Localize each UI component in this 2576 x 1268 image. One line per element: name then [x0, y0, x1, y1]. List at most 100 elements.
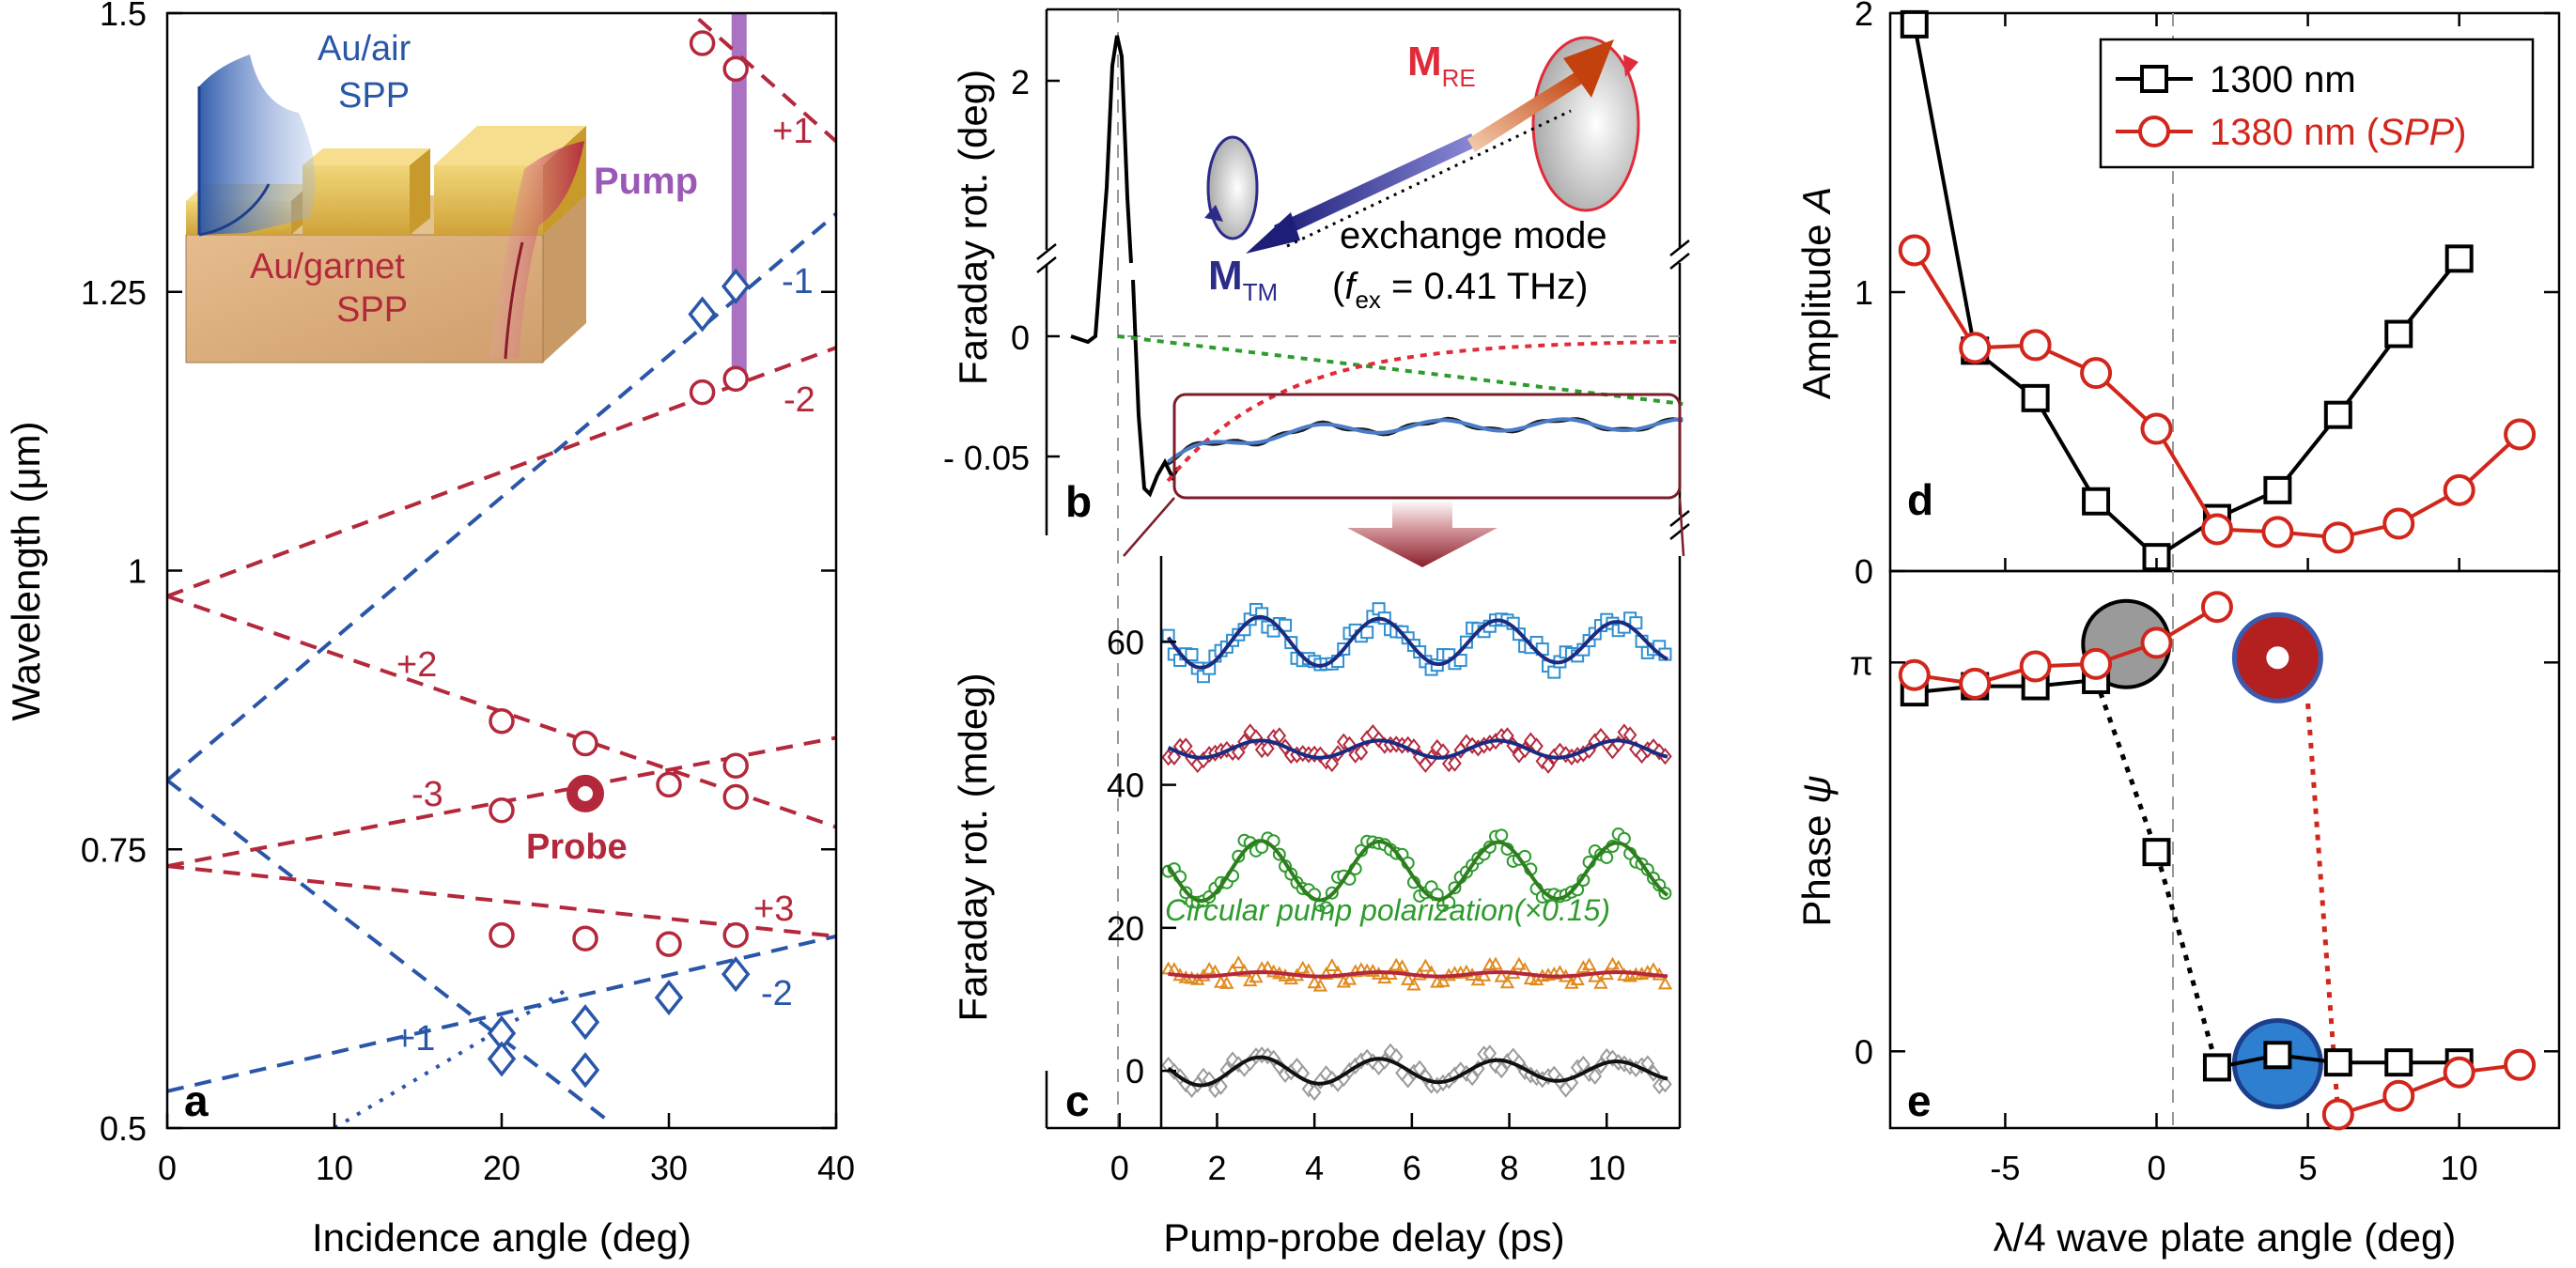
- panel-c-xtick-label: 8: [1500, 1149, 1519, 1187]
- panel-b-thermal-fit: [1166, 339, 1684, 483]
- red-data-point: [489, 921, 515, 949]
- panel-e-dashed-transition-1: [2305, 703, 2341, 1115]
- panel-e-circle-marker: [2019, 650, 2052, 683]
- panel-a-xlabel: Incidence angle (deg): [312, 1215, 691, 1260]
- order-label-plus2: +2: [396, 645, 437, 685]
- garnet-spp-label-2: SPP: [336, 290, 408, 330]
- panel-c-data-marker: [1249, 969, 1264, 983]
- blue-data-point: [721, 268, 751, 304]
- pump-label: Pump: [594, 161, 698, 202]
- panel-c-data-marker: [1494, 968, 1509, 982]
- panel-c-data-marker: [1214, 1077, 1228, 1095]
- panel-c-ytick-label: 60: [1107, 623, 1144, 661]
- panel-c-data-marker: [1231, 955, 1246, 968]
- panel-c-letter: c: [1065, 1076, 1090, 1125]
- panel-d-circle-marker: [2200, 513, 2233, 546]
- panel-a-ytick-label: 1: [128, 552, 147, 591]
- panel-c-data-marker: [1605, 956, 1621, 970]
- panel-c-data-marker: [1593, 975, 1608, 989]
- panel-a-ylabel: Wavelength (μm): [4, 421, 48, 720]
- panel-c-data-marker: [1499, 975, 1515, 989]
- order-label-plus3: +3: [753, 889, 794, 929]
- blue-data-point: [654, 980, 684, 1016]
- panel-e-axes: 0 π -5 0 5 10: [1850, 643, 2559, 1187]
- grating-inset: Au/air SPP Au/garnet SPP: [185, 29, 586, 363]
- blue-dispersion-line-2: [167, 779, 612, 1124]
- panel-c-data-marker: [1564, 975, 1579, 989]
- panel-c-data-marker: [1575, 960, 1591, 974]
- panel-e-xlabel: λ/4 wave plate angle (deg): [1994, 1215, 2457, 1260]
- blue-data-point: [570, 1052, 600, 1089]
- order-label-plus1-top: +1: [772, 112, 813, 151]
- zoom-box: [1172, 393, 1682, 500]
- panel-c-data-marker: [1459, 964, 1474, 978]
- panel-c-data-marker: [1588, 968, 1603, 982]
- order-label-minus2-red: -2: [784, 380, 815, 420]
- circular-pump-annotation: Circular pump polarization(×0.15): [1165, 893, 1610, 927]
- legend-label-1300: 1300 nm: [2210, 59, 2356, 101]
- red-data-point: [722, 55, 749, 83]
- panel-c-data-marker: [1640, 965, 1655, 978]
- legend-marker-1300: [2140, 65, 2168, 93]
- panel-e-circle-marker: [2504, 1048, 2537, 1081]
- panel-c-data-marker: [1476, 967, 1492, 982]
- panel-d-circle-marker: [2382, 507, 2415, 540]
- panel-c: 0 20 40 60 0 2 4 6 8 10 Circular pump polarizatio…: [951, 556, 1682, 1260]
- panel-a-xtick-label: 0: [158, 1149, 177, 1187]
- blue-data-point: [688, 296, 717, 332]
- order-label-minus2-blue: -2: [761, 974, 793, 1013]
- panel-e-series-line-3: [2337, 1062, 2521, 1117]
- panel-c-data-marker: [1360, 626, 1374, 640]
- panel-d-square-marker: [2142, 543, 2171, 572]
- panel-c-fit-line-1: [1167, 738, 1668, 760]
- panel-d-ylabel: Amplitude A: [1794, 187, 1839, 399]
- panel-a-ytick-label: 1.5: [100, 0, 147, 33]
- panel-b-ytick-0: 0: [1011, 318, 1030, 357]
- panel-c-ylabel: Faraday rot. (mdeg): [951, 673, 995, 1021]
- panel-c-data-marker: [1495, 828, 1509, 843]
- blue-dispersion-line-0: [167, 212, 836, 782]
- panel-c-data-marker: [1465, 1069, 1480, 1087]
- red-data-point: [572, 925, 598, 951]
- red-data-point: [689, 30, 716, 56]
- panel-c-xtick-label: 2: [1207, 1149, 1226, 1187]
- order-label-minus1: -1: [782, 262, 814, 302]
- panel-a-xtick-label: 20: [483, 1149, 520, 1187]
- panel-c-data-marker: [1406, 977, 1421, 991]
- panel-e-circle-marker: [2443, 1056, 2475, 1089]
- panel-e-frame: [1888, 569, 2561, 1130]
- panel-a-ytick-label: 1.25: [81, 273, 147, 312]
- probe-label: Probe: [526, 827, 628, 867]
- panel-e-ylabel: Phase ψ: [1794, 775, 1839, 926]
- panel-c-xlabel: Pump-probe delay (ps): [1163, 1215, 1564, 1260]
- panel-d-circle-marker: [2504, 418, 2537, 451]
- panel-c-fit-line-4: [1167, 1055, 1668, 1088]
- panel-d-square-marker: [1900, 9, 1929, 39]
- exchange-mode-label: exchange mode: [1340, 215, 1607, 256]
- panel-c-plot: [1161, 602, 1673, 1102]
- zoom-arrow: [1347, 500, 1497, 567]
- panel-b-trace-peak: [1070, 35, 1133, 345]
- panel-c-ytick-label: 0: [1125, 1052, 1144, 1090]
- panel-c-xtick-label: 6: [1403, 1149, 1421, 1187]
- panel-b-ytick-neg: - 0.05: [943, 439, 1030, 477]
- panel-a-plot: [167, 13, 836, 1128]
- panel-d-square-marker: [2021, 383, 2050, 412]
- panel-d-letter: d: [1907, 475, 1933, 524]
- garnet-spp-label-1: Au/garnet: [250, 247, 405, 286]
- panel-e-xtick-label: 10: [2441, 1149, 2478, 1187]
- panel-c-data-marker: [1336, 974, 1351, 988]
- red-data-point: [656, 771, 682, 798]
- panel-c-data-marker: [1312, 978, 1328, 992]
- panel-e-series-line-0: [1914, 678, 2097, 695]
- air-spp-lobe: [199, 54, 316, 235]
- panel-e-plot: [1898, 591, 2537, 1131]
- panel-c-data-marker: [1261, 739, 1275, 758]
- panel-a: Au/air SPP Au/garnet SPP 0.5 0.75 1 1.25 1.5…: [4, 0, 855, 1260]
- blue-data-point: [487, 1041, 517, 1077]
- red-data-point: [722, 365, 749, 393]
- panel-e-circle-marker: [1898, 658, 1931, 691]
- red-data-point: [722, 921, 749, 949]
- panel-e-square-marker: [2142, 838, 2171, 867]
